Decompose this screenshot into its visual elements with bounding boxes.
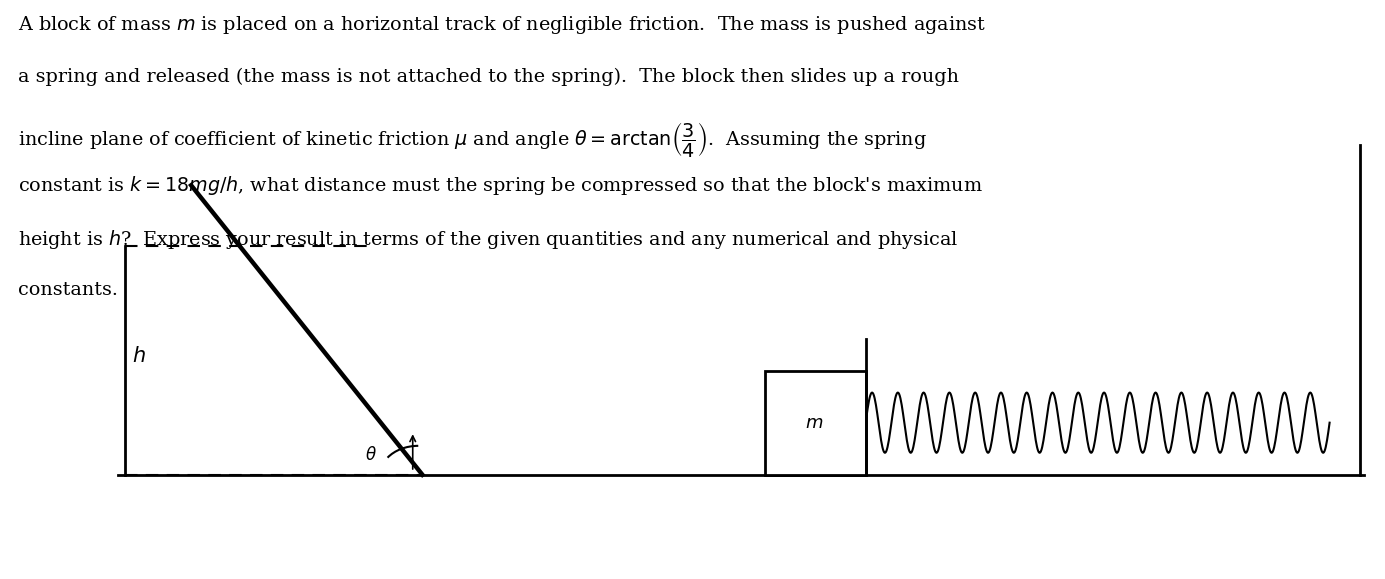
Text: constant is $k = 18mg/h$, what distance must the spring be compressed so that th: constant is $k = 18mg/h$, what distance …	[18, 174, 983, 197]
Text: a spring and released (the mass is not attached to the spring).  The block then : a spring and released (the mass is not a…	[18, 68, 958, 86]
Text: incline plane of coefficient of kinetic friction $\mu$ and angle $\theta = \arct: incline plane of coefficient of kinetic …	[18, 121, 927, 160]
Text: constants.: constants.	[18, 281, 118, 299]
Text: height is $h$?  Express your result in terms of the given quantities and any num: height is $h$? Express your result in te…	[18, 228, 958, 251]
Text: $m$: $m$	[805, 413, 824, 432]
Text: A block of mass $m$ is placed on a horizontal track of negligible friction.  The: A block of mass $m$ is placed on a horiz…	[18, 14, 986, 36]
Text: $h$: $h$	[132, 346, 145, 366]
Text: $\theta$: $\theta$	[366, 445, 377, 464]
Bar	[765, 371, 866, 475]
